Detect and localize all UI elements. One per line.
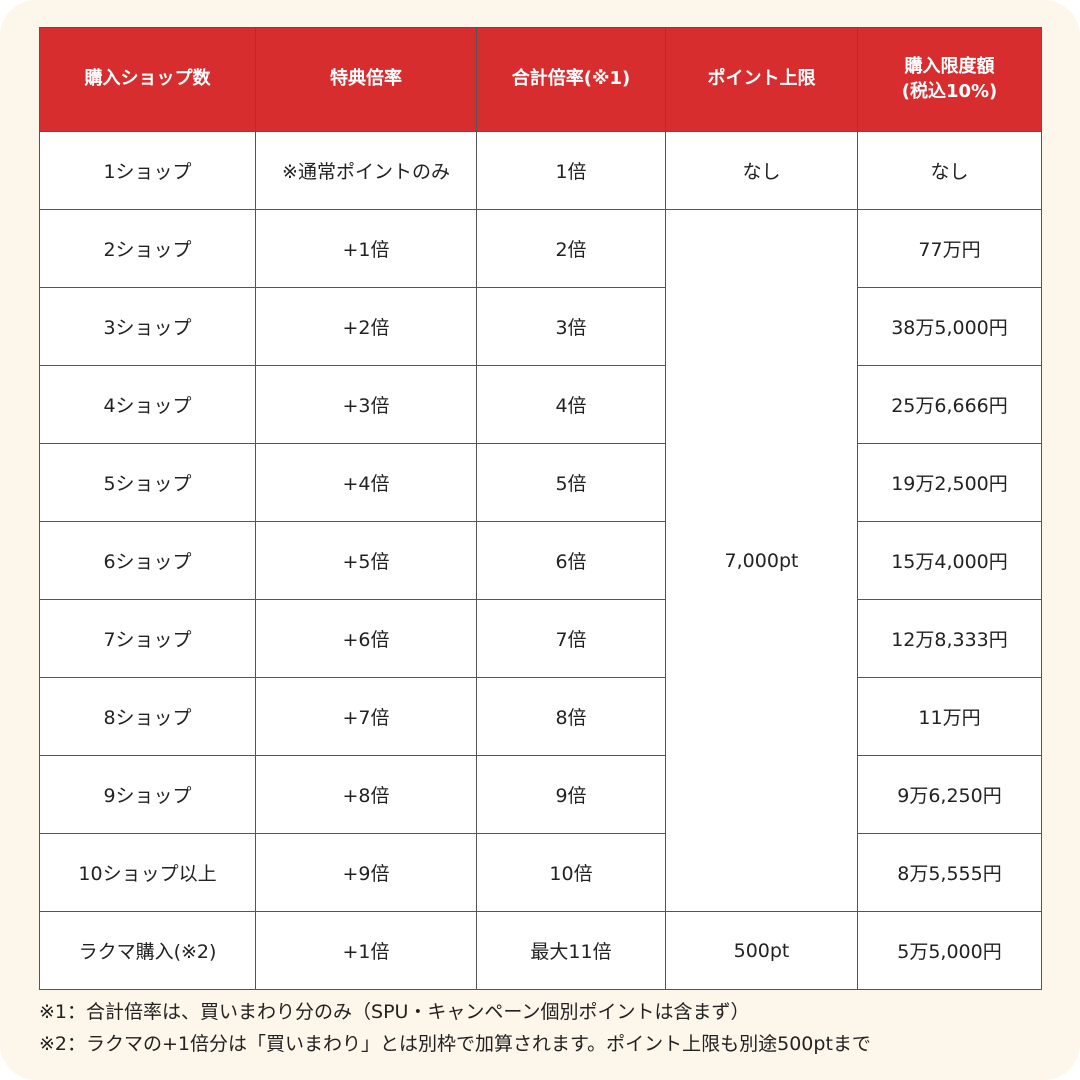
cell-limit: 25万6,666円: [857, 365, 1042, 444]
header-limit-line1: 購入限度額: [904, 56, 995, 78]
cell-shops: 8ショップ: [39, 677, 256, 756]
cell-bonus: +9倍: [255, 833, 477, 912]
cell-shops: 3ショップ: [39, 287, 256, 366]
cell-limit: 77万円: [857, 209, 1042, 288]
cell-limit: 15万4,000円: [857, 521, 1042, 600]
cell-limit: 5万5,000円: [857, 911, 1042, 990]
header-limit: 購入限度額 (税込10%): [857, 27, 1042, 132]
cell-shops: 6ショップ: [39, 521, 256, 600]
cell-total: 2倍: [476, 209, 666, 288]
header-limit-line2: (税込10%): [901, 80, 998, 102]
cell-total: 8倍: [476, 677, 666, 756]
cell-limit: 9万6,250円: [857, 755, 1042, 834]
header-shops: 購入ショップ数: [39, 27, 256, 132]
header-bonus: 特典倍率: [255, 27, 477, 132]
cell-shops: 10ショップ以上: [39, 833, 256, 912]
table-row: 2ショップ +1倍 2倍 7,000pt 77万円: [39, 209, 1042, 912]
cell-total: 6倍: [476, 521, 666, 600]
cell-cap-merged: 7,000pt: [665, 209, 858, 912]
cell-shops: 9ショップ: [39, 755, 256, 834]
table-row: 7ショップ +6倍 7倍 12万8,333円: [39, 599, 1042, 678]
cell-bonus: ※通常ポイントのみ: [255, 131, 477, 210]
cell-limit: 38万5,000円: [857, 287, 1042, 366]
header-cap: ポイント上限: [665, 27, 858, 132]
table-row: 9ショップ +8倍 9倍 9万6,250円: [39, 755, 1042, 834]
cell-total: 3倍: [476, 287, 666, 366]
cell-limit: 19万2,500円: [857, 443, 1042, 522]
cell-cap: なし: [665, 131, 858, 210]
cell-total: 5倍: [476, 443, 666, 522]
cell-bonus: +3倍: [255, 365, 477, 444]
cell-limit: 11万円: [857, 677, 1042, 756]
cell-limit: 8万5,555円: [857, 833, 1042, 912]
cell-bonus: +8倍: [255, 755, 477, 834]
cell-shops: 5ショップ: [39, 443, 256, 522]
cell-bonus: +6倍: [255, 599, 477, 678]
cell-limit: なし: [857, 131, 1042, 210]
table-row: 8ショップ +7倍 8倍 11万円: [39, 677, 1042, 756]
cell-limit: 12万8,333円: [857, 599, 1042, 678]
cell-bonus: +4倍: [255, 443, 477, 522]
footnotes: ※1：合計倍率は、買いまわり分のみ（SPU・キャンペーン個別ポイントは含まず） …: [39, 996, 871, 1060]
table-row: 10ショップ以上 +9倍 10倍 8万5,555円: [39, 833, 1042, 912]
cell-total: 7倍: [476, 599, 666, 678]
cell-total: 10倍: [476, 833, 666, 912]
table-row: ラクマ購入(※2) +1倍 最大11倍 500pt 5万5,000円: [39, 911, 1042, 990]
cell-bonus: +2倍: [255, 287, 477, 366]
point-rate-table: 購入ショップ数 特典倍率 合計倍率(※1) ポイント上限 購入限度額 (税込10%…: [39, 27, 1042, 990]
cell-total: 9倍: [476, 755, 666, 834]
footnote-2: ※2：ラクマの+1倍分は「買いまわり」とは別枠で加算されます。ポイント上限も別途…: [39, 1033, 871, 1055]
cell-shops: 7ショップ: [39, 599, 256, 678]
cell-total: 最大11倍: [476, 911, 666, 990]
cell-bonus: +5倍: [255, 521, 477, 600]
table-row: 3ショップ +2倍 3倍 38万5,000円: [39, 287, 1042, 366]
cell-total: 1倍: [476, 131, 666, 210]
cell-bonus: +1倍: [255, 911, 477, 990]
table-row: 6ショップ +5倍 6倍 15万4,000円: [39, 521, 1042, 600]
cell-shops: 1ショップ: [39, 131, 256, 210]
cell-shops: 2ショップ: [39, 209, 256, 288]
table-row: 1ショップ ※通常ポイントのみ 1倍 なし なし: [39, 131, 1042, 210]
cell-cap: 500pt: [665, 911, 858, 990]
table-row: 4ショップ +3倍 4倍 25万6,666円: [39, 365, 1042, 444]
cell-shops: ラクマ購入(※2): [39, 911, 256, 990]
table-row: 5ショップ +4倍 5倍 19万2,500円: [39, 443, 1042, 522]
cell-total: 4倍: [476, 365, 666, 444]
cell-bonus: +7倍: [255, 677, 477, 756]
header-total: 合計倍率(※1): [476, 27, 666, 132]
table-header-row: 購入ショップ数 特典倍率 合計倍率(※1) ポイント上限 購入限度額 (税込10%…: [39, 27, 1042, 132]
cell-shops: 4ショップ: [39, 365, 256, 444]
cell-bonus: +1倍: [255, 209, 477, 288]
footnote-1: ※1：合計倍率は、買いまわり分のみ（SPU・キャンペーン個別ポイントは含まず）: [39, 1001, 750, 1023]
